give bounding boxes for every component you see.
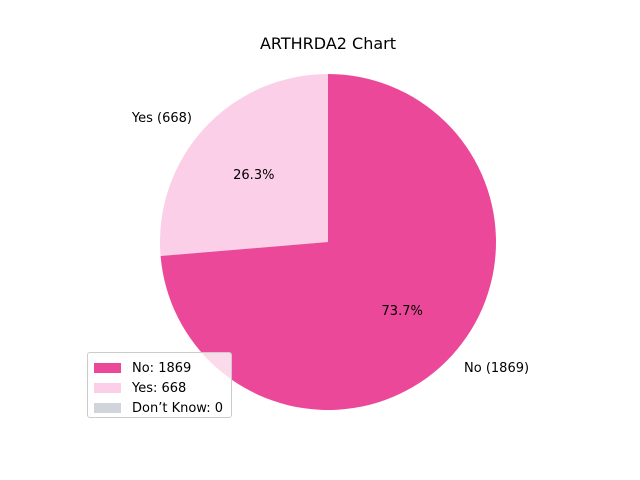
percent-label-yes: 26.3%: [233, 168, 274, 183]
legend-label-yes: Yes: 668: [132, 380, 187, 396]
percent-label-no: 73.7%: [382, 304, 423, 319]
legend-item-no: No: 1869: [94, 358, 231, 378]
legend-swatch-no: [94, 363, 121, 373]
chart-title: ARTHRDA2 Chart: [260, 34, 396, 53]
legend-label-no: No: 1869: [132, 360, 192, 376]
legend-swatch-dont-know: [94, 403, 121, 413]
pie-slice-yes: [160, 74, 328, 257]
outer-label-no: No (1869): [464, 361, 529, 376]
legend-label-dont-know: Don’t Know: 0: [132, 400, 223, 416]
chart-legend: No: 1869 Yes: 668 Don’t Know: 0: [87, 352, 232, 418]
outer-label-yes: Yes (668): [131, 111, 192, 126]
pie-slice-no: [160, 74, 496, 410]
legend-item-dont-know: Don’t Know: 0: [94, 398, 231, 418]
legend-item-yes: Yes: 668: [94, 378, 231, 398]
legend-swatch-yes: [94, 383, 121, 393]
